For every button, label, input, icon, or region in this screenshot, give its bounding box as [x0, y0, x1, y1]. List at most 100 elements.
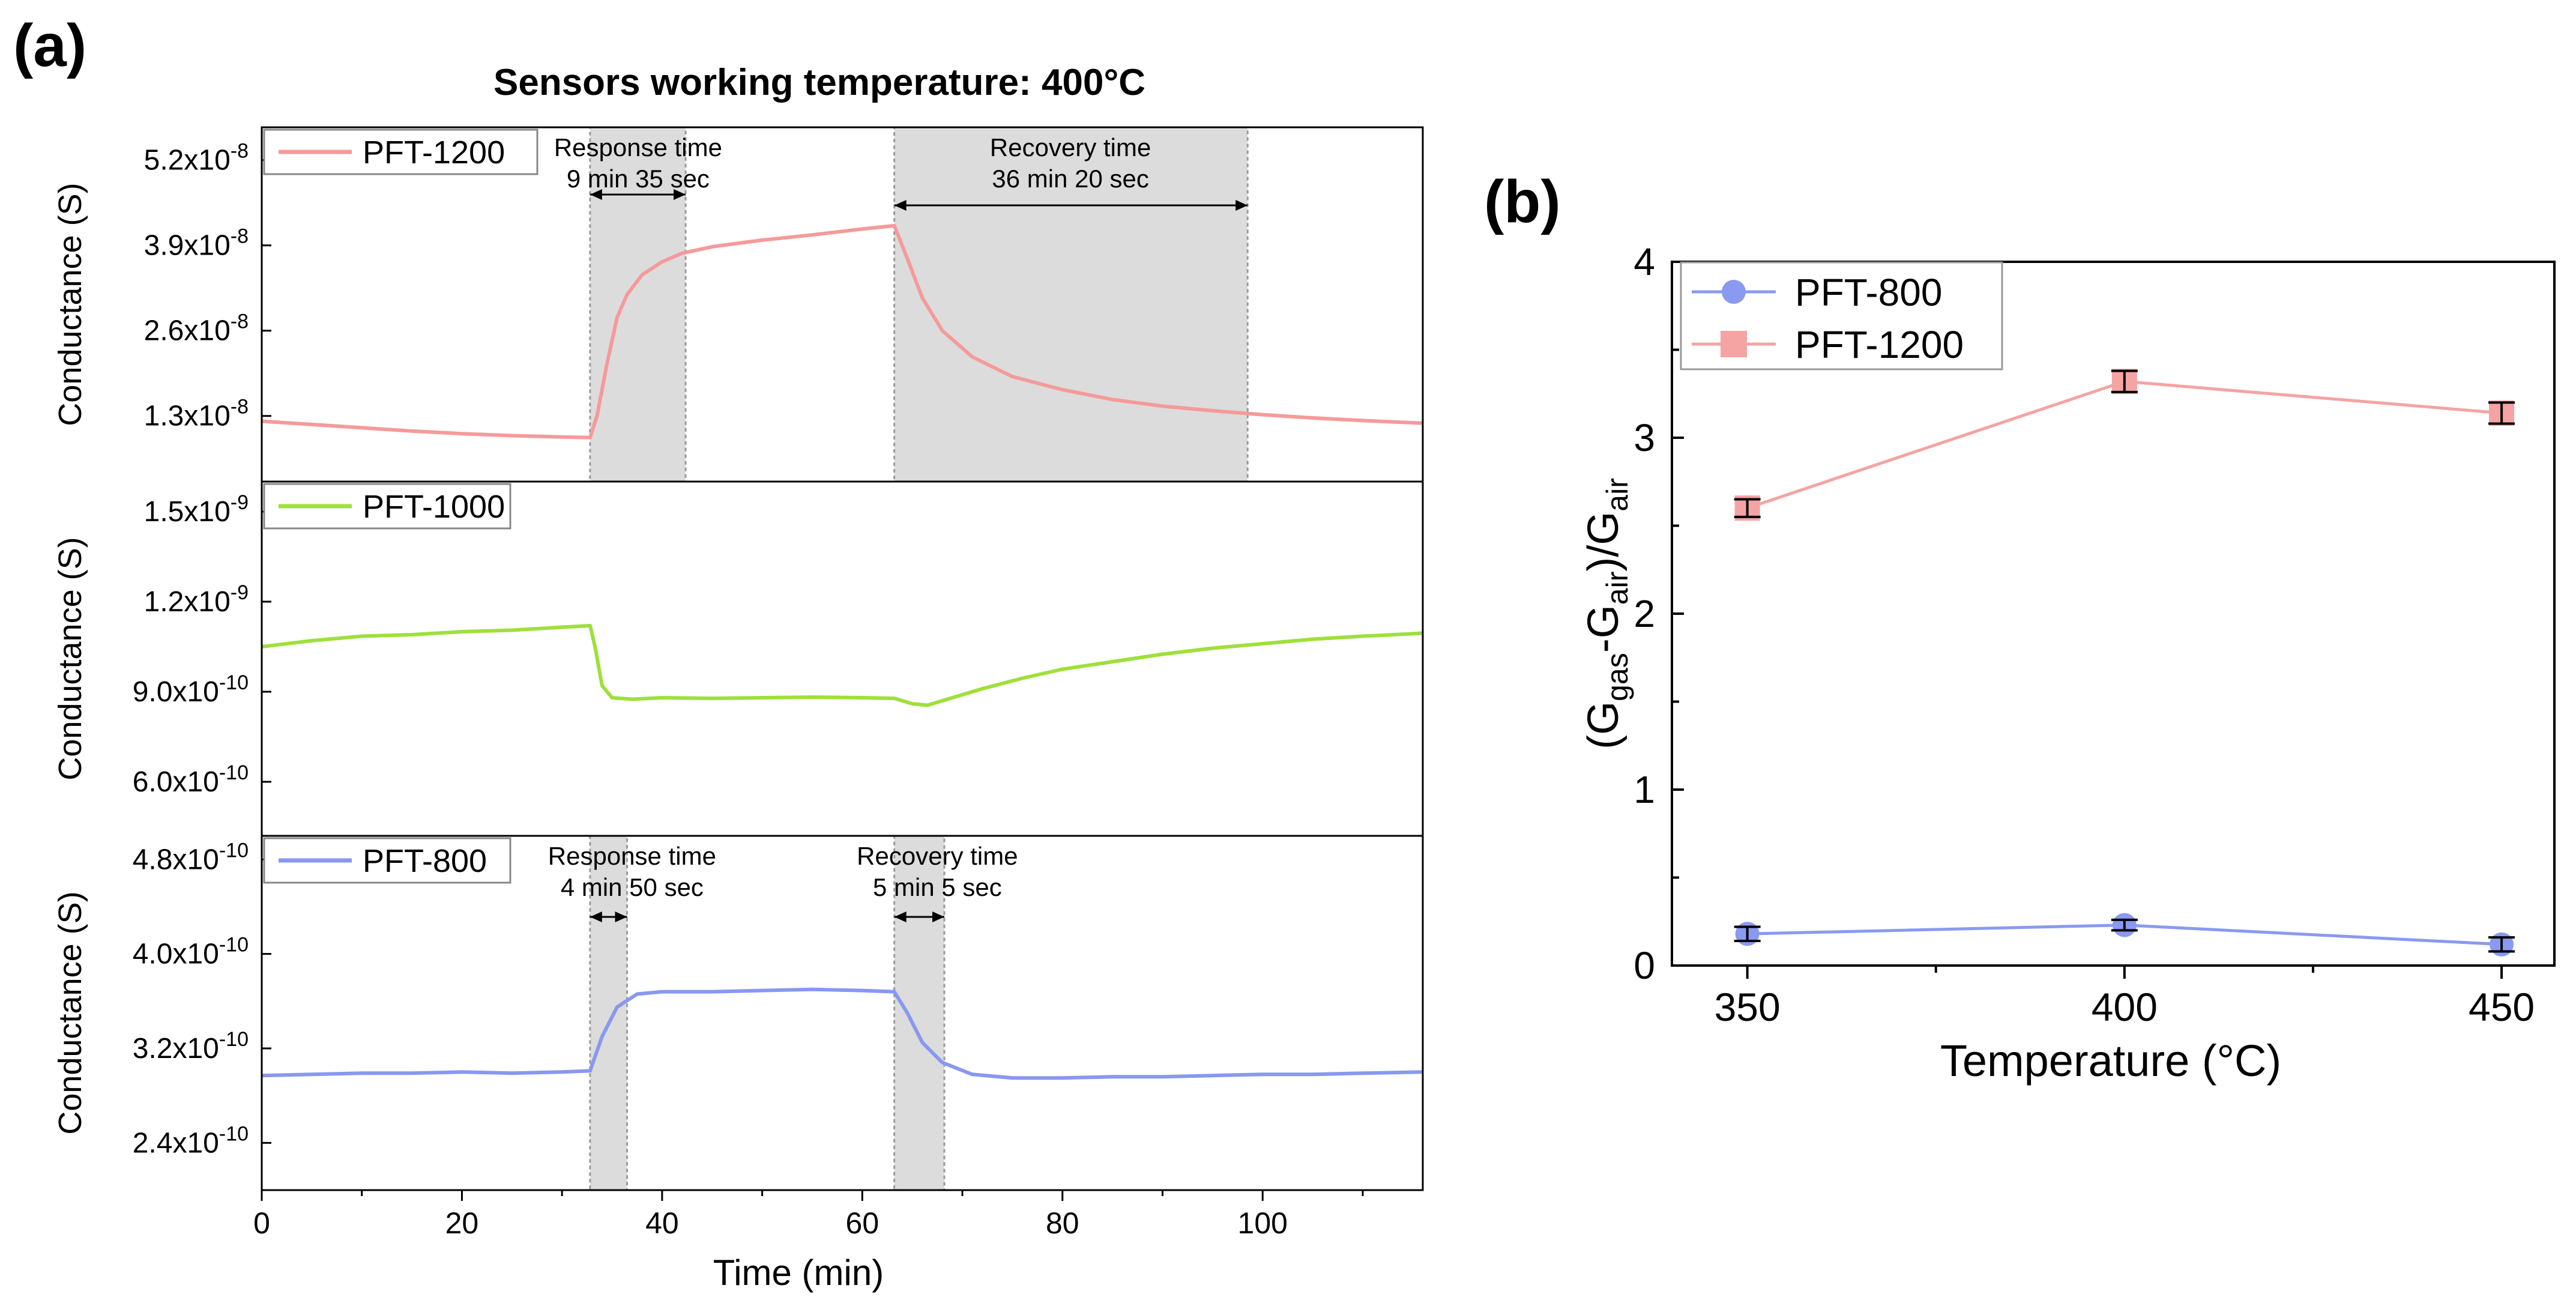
y-tick-exponent: -8: [231, 140, 249, 163]
y-tick-label-middle: 1.2x10-9: [144, 581, 249, 618]
y-tick-mantissa: 1.5x10: [144, 496, 231, 528]
y-tick-label-bottom: 4.8x10-10: [133, 839, 249, 875]
y-tick-mantissa: 1.2x10: [144, 586, 231, 618]
series-line-middle: [261, 624, 1423, 707]
x-axis-label-b: Temperature (°C): [1940, 1036, 2281, 1086]
x-tick-label-b: 350: [1715, 985, 1781, 1029]
y-tick-mantissa: 5.2x10: [144, 145, 231, 177]
shaded-region-top-0: [589, 126, 687, 483]
y-tick-label-middle: 6.0x10-10: [133, 761, 249, 798]
annotation-top-3: 36 min 20 sec: [992, 165, 1148, 193]
legend-label-middle: PFT-1000: [363, 489, 505, 525]
y-tick-label-bottom: 2.4x10-10: [133, 1122, 249, 1159]
legend-box-middle: [263, 483, 511, 530]
annotation-top-0: Response time: [554, 133, 722, 162]
y-tick-label-bottom: 3.2x10-10: [133, 1028, 249, 1065]
panel-label-b: (b): [1484, 168, 1561, 235]
arrowhead-right-bottom-1: [932, 911, 945, 922]
x-tick-label-a: 40: [645, 1206, 679, 1240]
y-tick-label-top: 3.9x10-8: [144, 225, 249, 262]
arrowhead-left-bottom-0: [590, 911, 602, 922]
x-tick-label-a: 80: [1046, 1206, 1079, 1240]
annotation-top-2: Recovery time: [990, 133, 1151, 162]
series-pft-1200: [1734, 369, 2515, 521]
annotation-bottom-3: 5 min 5 sec: [873, 873, 1002, 901]
shaded-region-top-1: [893, 126, 1249, 483]
y-axis-label-middle: Conductance (S): [52, 537, 88, 780]
subplot-bottom: 2.4x10-103.2x10-104.0x10-104.8x10-10Cond…: [52, 835, 1424, 1191]
legend-marker-pft-1200: [1721, 331, 1747, 357]
annotation-top-1: 9 min 35 sec: [567, 165, 710, 193]
arrowhead-right-bottom-0: [615, 911, 627, 922]
y-tick-label-b: 1: [1633, 768, 1655, 811]
y-tick-exponent: -10: [219, 839, 249, 862]
series-line-pft-1200: [1746, 379, 2502, 510]
panel-a-plots: 1.3x10-82.6x10-83.9x10-85.2x10-8Conducta…: [52, 126, 1424, 1240]
y-tick-exponent: -8: [231, 396, 249, 419]
y-axis-label-b: (Ggas-Gair)/Gair: [1579, 478, 1634, 749]
annotation-bottom-1: 4 min 50 sec: [561, 873, 704, 901]
series-line-top: [261, 223, 1423, 440]
y-tick-mantissa: 4.8x10: [133, 844, 219, 875]
y-axis-label-bottom: Conductance (S): [52, 891, 88, 1134]
legend-b: PFT-800 PFT-1200: [1680, 261, 2003, 370]
y-label-text: )/G: [1579, 512, 1627, 572]
y-tick-label-b: 0: [1633, 944, 1655, 987]
arrowhead-left-top-0: [590, 189, 602, 200]
y-tick-mantissa: 6.0x10: [133, 766, 219, 798]
plot-frame-top: [261, 126, 1424, 483]
x-tick-label-a: 20: [445, 1206, 479, 1240]
y-tick-exponent: -10: [219, 761, 249, 784]
legend-label-bottom: PFT-800: [363, 843, 487, 879]
legend-label-pft-1200: PFT-1200: [1795, 323, 1964, 366]
y-tick-mantissa: 2.6x10: [144, 315, 231, 347]
y-tick-mantissa: 3.2x10: [133, 1033, 219, 1065]
y-axis-label-top: Conductance (S): [52, 183, 88, 426]
y-tick-exponent: -10: [219, 1028, 249, 1051]
legend-marker-pft-800: [1722, 280, 1746, 304]
x-tick-label-a: 0: [253, 1206, 270, 1240]
y-tick-label-middle: 1.5x10-9: [144, 491, 249, 528]
series-pft-800: [1734, 913, 2515, 957]
y-tick-mantissa: 9.0x10: [133, 676, 219, 708]
panel-label-a: (a): [13, 12, 86, 79]
shaded-region-bottom-1: [893, 835, 946, 1191]
y-tick-mantissa: 4.0x10: [133, 939, 219, 970]
y-tick-exponent: -8: [231, 225, 249, 248]
x-tick-label-b: 450: [2469, 985, 2535, 1029]
annotation-bottom-2: Recovery time: [857, 842, 1018, 870]
y-tick-exponent: -9: [231, 491, 249, 514]
y-tick-label-bottom: 4.0x10-10: [133, 934, 249, 970]
x-tick-label-b: 400: [2092, 985, 2158, 1029]
legend-label-pft-800: PFT-800: [1795, 271, 1942, 314]
annotation-bottom-0: Response time: [548, 842, 716, 870]
x-tick-label-a: 60: [846, 1206, 879, 1240]
x-axis-label-a: Time (min): [713, 1253, 884, 1293]
y-tick-label-b: 2: [1633, 592, 1655, 635]
y-label-text: -G: [1579, 605, 1627, 653]
y-tick-mantissa: 3.9x10: [144, 230, 231, 262]
legend-box-top: [263, 128, 538, 175]
arrowhead-right-top-1: [1235, 200, 1248, 211]
y-tick-exponent: -10: [219, 671, 249, 694]
subplot-top: 1.3x10-82.6x10-83.9x10-85.2x10-8Conducta…: [52, 126, 1424, 483]
y-tick-exponent: -10: [219, 934, 249, 957]
series-line-bottom: [261, 987, 1423, 1080]
plot-frame-bottom: [261, 835, 1424, 1191]
arrowhead-left-bottom-1: [894, 911, 906, 922]
plot-frame-middle: [261, 480, 1424, 837]
y-tick-label-b: 3: [1633, 416, 1655, 459]
arrowhead-right-top-0: [674, 189, 686, 200]
legend-label-top: PFT-1200: [363, 135, 505, 171]
y-label-subscript: air: [1600, 572, 1634, 605]
y-tick-exponent: -8: [231, 310, 249, 333]
y-label-subscript: gas: [1600, 653, 1634, 701]
subplot-middle: 6.0x10-109.0x10-101.2x10-91.5x10-9Conduc…: [52, 480, 1424, 837]
arrowhead-left-top-1: [894, 200, 906, 211]
y-label-subscript: air: [1600, 478, 1634, 512]
x-tick-label-a: 100: [1238, 1206, 1288, 1240]
y-tick-label-b: 4: [1633, 240, 1655, 283]
y-tick-exponent: -10: [219, 1122, 249, 1145]
y-tick-exponent: -9: [231, 581, 249, 604]
